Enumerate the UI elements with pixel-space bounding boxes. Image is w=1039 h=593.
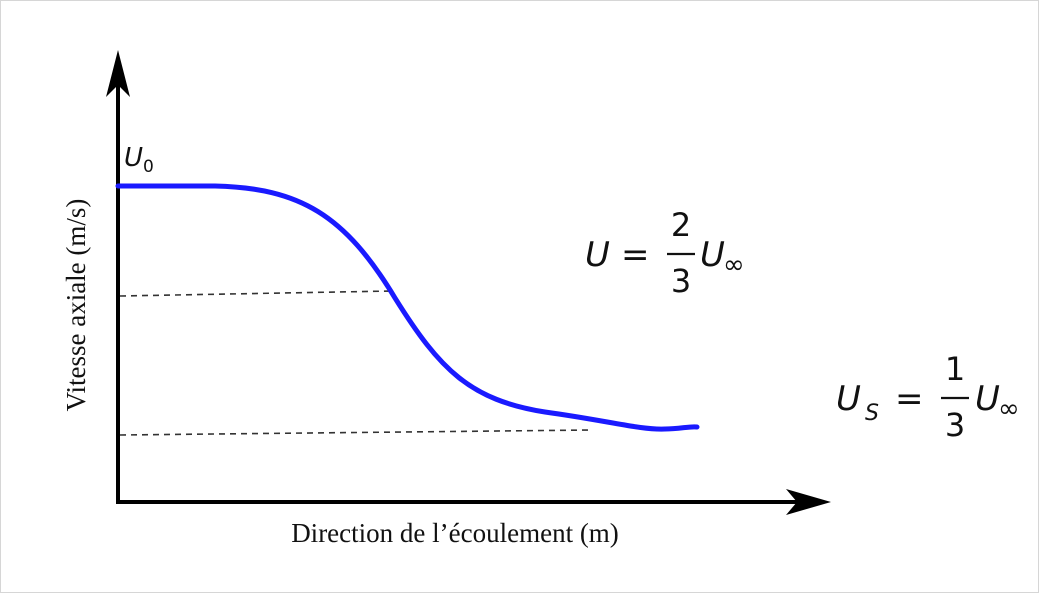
y-axis-label: Vitesse axiale (m/s) (61, 199, 91, 412)
u0-subscript: 0 (143, 157, 154, 177)
eq-lower-lhs: U (836, 379, 861, 419)
eq-upper-lhs: U (585, 235, 610, 275)
eq-lower-infinity: ∞ (998, 394, 1020, 424)
dashed-line-lower (119, 429, 593, 436)
eq-lower-var: U (975, 379, 1000, 419)
u0-label: U 0 (124, 143, 154, 177)
eq-lower-numerator: 1 (945, 350, 965, 388)
eq-upper-var: U (700, 235, 725, 275)
equation-lower: U S = 1 3 U ∞ (836, 350, 1020, 444)
eq-lower-denominator: 3 (945, 406, 965, 444)
velocity-curve (115, 183, 700, 432)
eq-upper-equals: = (621, 235, 650, 275)
x-axis-arrowhead (786, 489, 831, 515)
u0-base: U (124, 143, 143, 173)
equation-upper: U = 2 3 U ∞ (585, 206, 745, 300)
eq-upper-denominator: 3 (671, 262, 691, 300)
y-axis-arrowhead (106, 50, 130, 97)
eq-upper-numerator: 2 (671, 206, 691, 244)
eq-upper-infinity: ∞ (723, 250, 745, 280)
eq-lower-equals: = (895, 379, 924, 419)
x-axis-label: Direction de l’écoulement (m) (291, 518, 619, 548)
dashed-line-upper (119, 290, 393, 297)
eq-lower-lhs-subscript: S (865, 401, 879, 426)
